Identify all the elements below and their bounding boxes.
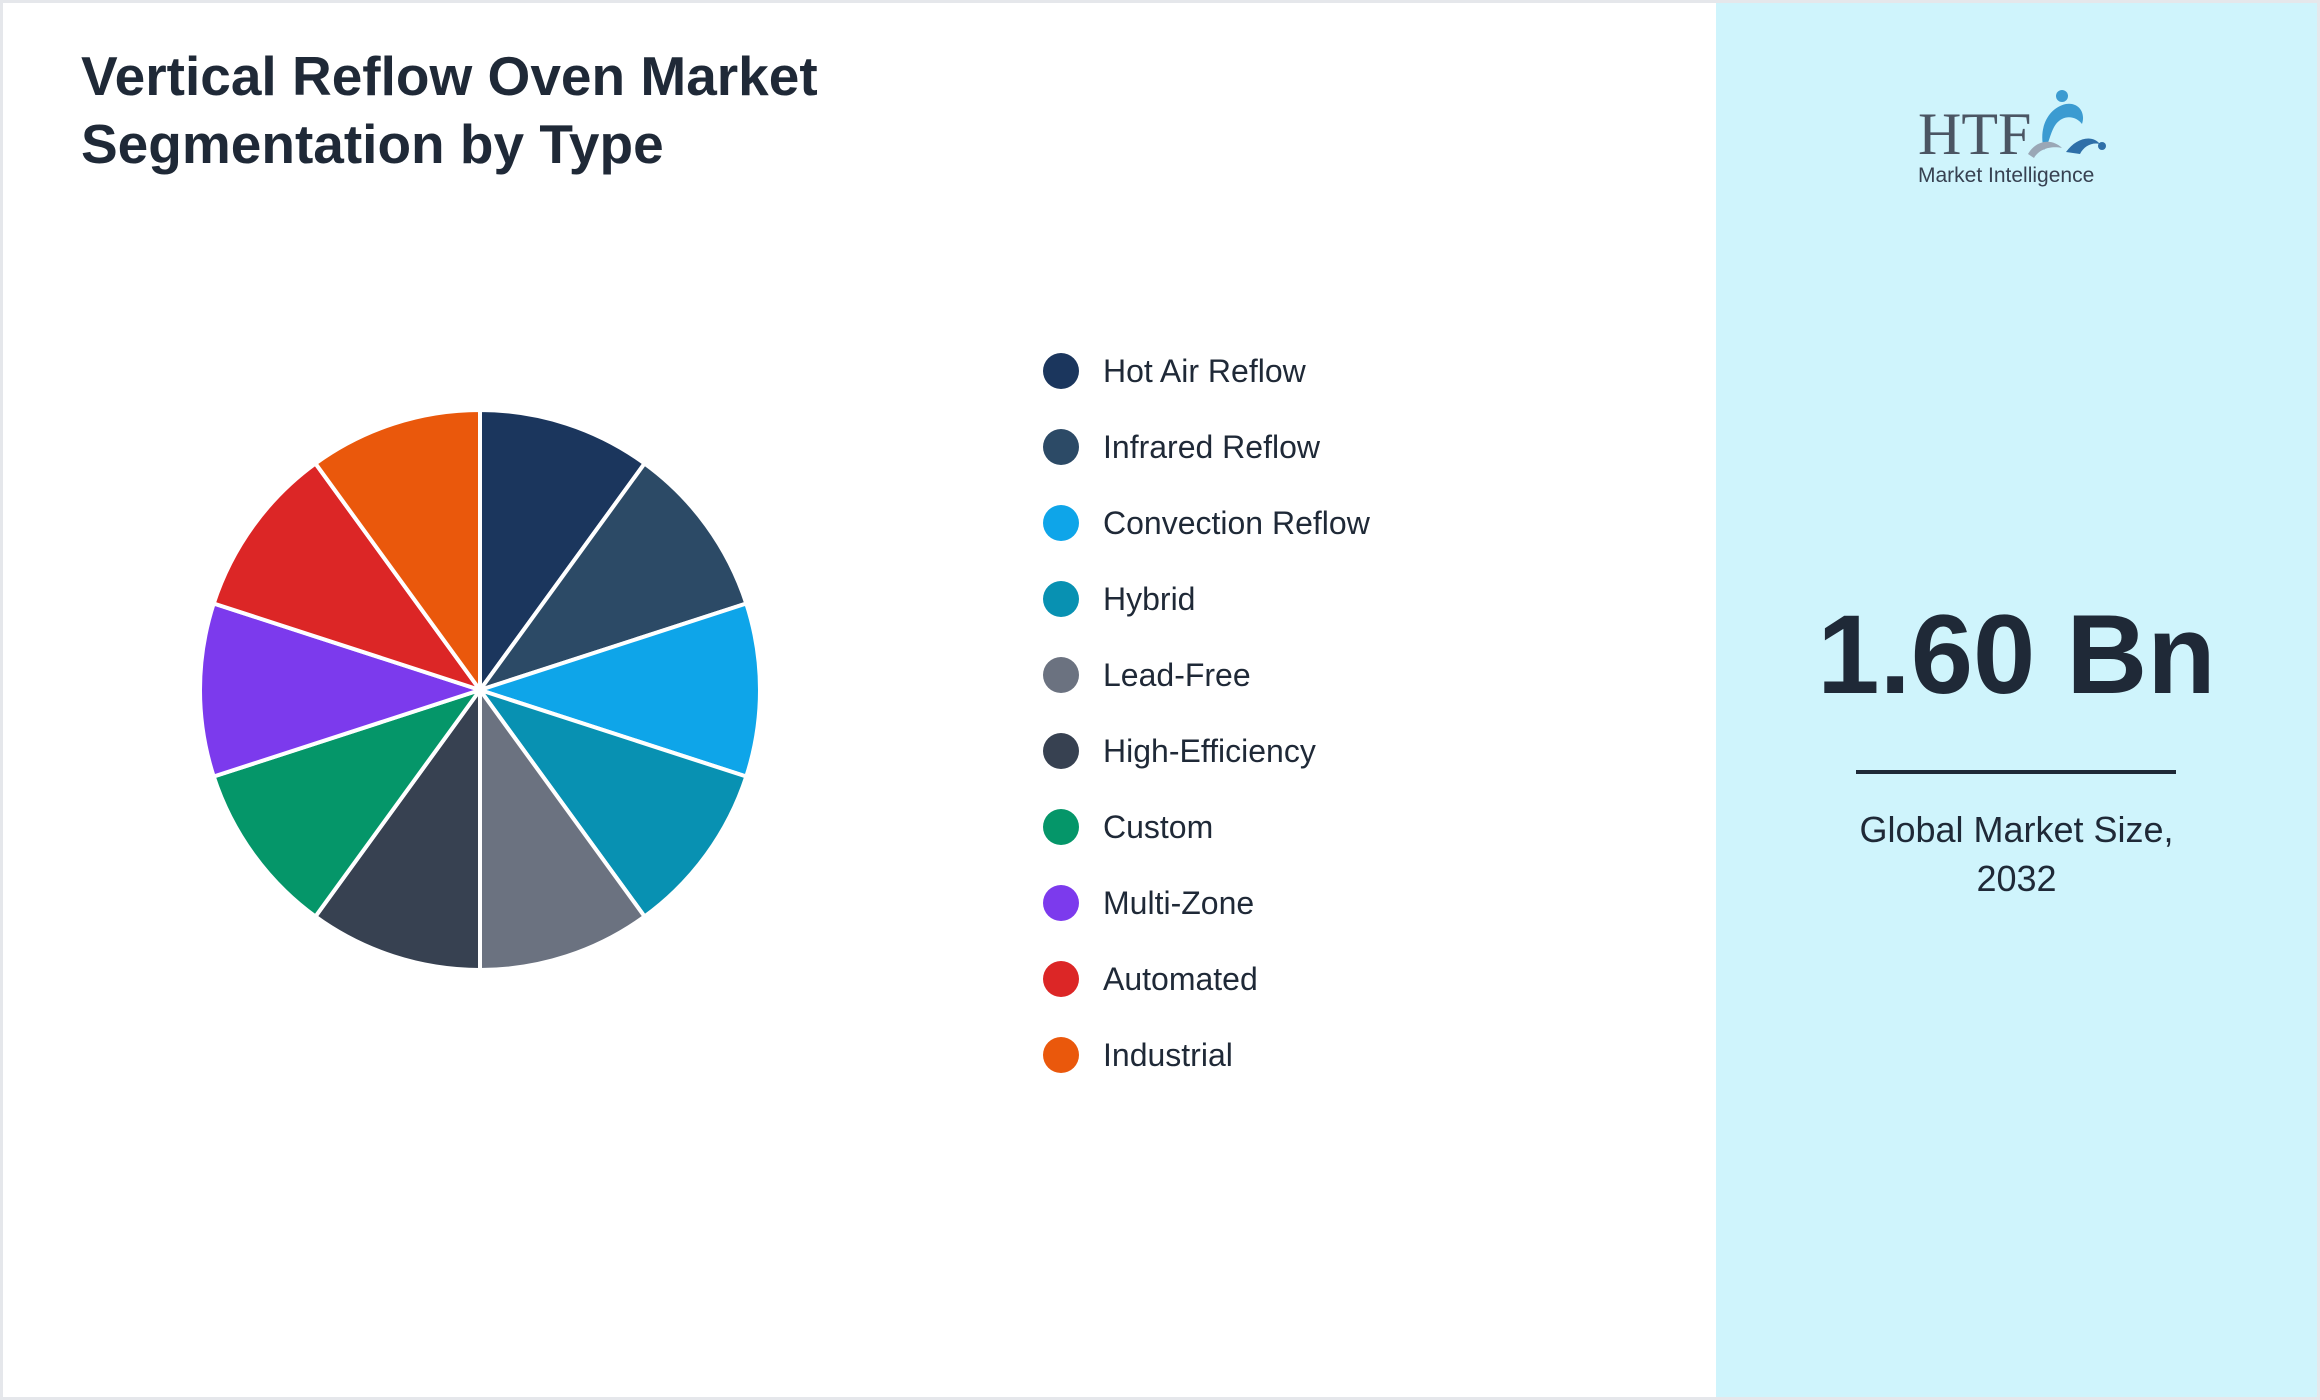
legend-swatch: [1043, 885, 1079, 921]
legend-label: Multi-Zone: [1103, 884, 1255, 921]
pie-slice-multi-zone: [198, 601, 482, 779]
legend-item-industrial: Industrial: [1043, 1017, 1370, 1093]
legend-label: Automated: [1103, 960, 1258, 997]
pie-slice-hot-air-reflow: [478, 408, 647, 692]
pie-slice-lead-free: [478, 688, 647, 972]
market-size-caption-line-2: 2032: [1976, 858, 2057, 899]
legend-label: Hot Air Reflow: [1103, 352, 1306, 389]
legend-label: Infrared Reflow: [1103, 428, 1320, 465]
legend-label: Hybrid: [1103, 580, 1196, 617]
legend-label: Lead-Free: [1103, 656, 1251, 693]
htf-logo: HTF Market Intelligence: [1918, 90, 2106, 187]
summary-panel: [1716, 3, 2317, 1397]
legend-label: Industrial: [1103, 1036, 1233, 1073]
legend-swatch: [1043, 961, 1079, 997]
legend-item-lead-free: Lead-Free: [1043, 637, 1370, 713]
market-size-caption-line-1: Global Market Size,: [1859, 809, 2174, 850]
legend-swatch: [1043, 353, 1079, 389]
chart-title-line-1: Vertical Reflow Oven Market: [81, 45, 818, 107]
market-size-value: 1.60 Bn: [1817, 592, 2216, 717]
legend-item-multi-zone: Multi-Zone: [1043, 865, 1370, 941]
legend-label: Convection Reflow: [1103, 504, 1370, 541]
pie-chart: [198, 408, 762, 972]
logo-tagline: Market Intelligence: [1918, 164, 2094, 187]
legend-swatch: [1043, 809, 1079, 845]
legend-swatch: [1043, 657, 1079, 693]
chart-title-line-2: Segmentation by Type: [81, 113, 664, 175]
pie-slice-automated: [211, 461, 482, 692]
legend-item-custom: Custom: [1043, 789, 1370, 865]
legend-label: High-Efficiency: [1103, 732, 1316, 769]
legend-swatch: [1043, 1037, 1079, 1073]
pie-slice-high-efficiency: [313, 688, 482, 972]
chart-legend: Hot Air Reflow Infrared Reflow Convection …: [1043, 333, 1370, 1093]
legend-item-hot-air-reflow: Hot Air Reflow: [1043, 333, 1370, 409]
legend-item-high-efficiency: High-Efficiency: [1043, 713, 1370, 789]
pie-slice-infrared-reflow: [478, 461, 749, 692]
htf-swirl-icon: [2028, 90, 2106, 158]
legend-swatch: [1043, 505, 1079, 541]
pie-slice-convection-reflow: [478, 601, 762, 779]
legend-swatch: [1043, 733, 1079, 769]
pie-slice-hybrid: [478, 688, 749, 919]
legend-item-hybrid: Hybrid: [1043, 561, 1370, 637]
logo-wordmark: HTF: [1918, 101, 2031, 167]
legend-item-convection-reflow: Convection Reflow: [1043, 485, 1370, 561]
legend-swatch: [1043, 429, 1079, 465]
legend-swatch: [1043, 581, 1079, 617]
chart-title: Vertical Reflow Oven Market Segmentation…: [81, 42, 981, 178]
legend-item-infrared-reflow: Infrared Reflow: [1043, 409, 1370, 485]
pie-slice-industrial: [313, 408, 482, 692]
pie-slice-custom: [211, 688, 482, 919]
market-size-caption: Global Market Size, 2032: [1776, 805, 2257, 903]
stat-divider: [1856, 770, 2176, 774]
legend-label: Custom: [1103, 808, 1214, 845]
legend-item-automated: Automated: [1043, 941, 1370, 1017]
